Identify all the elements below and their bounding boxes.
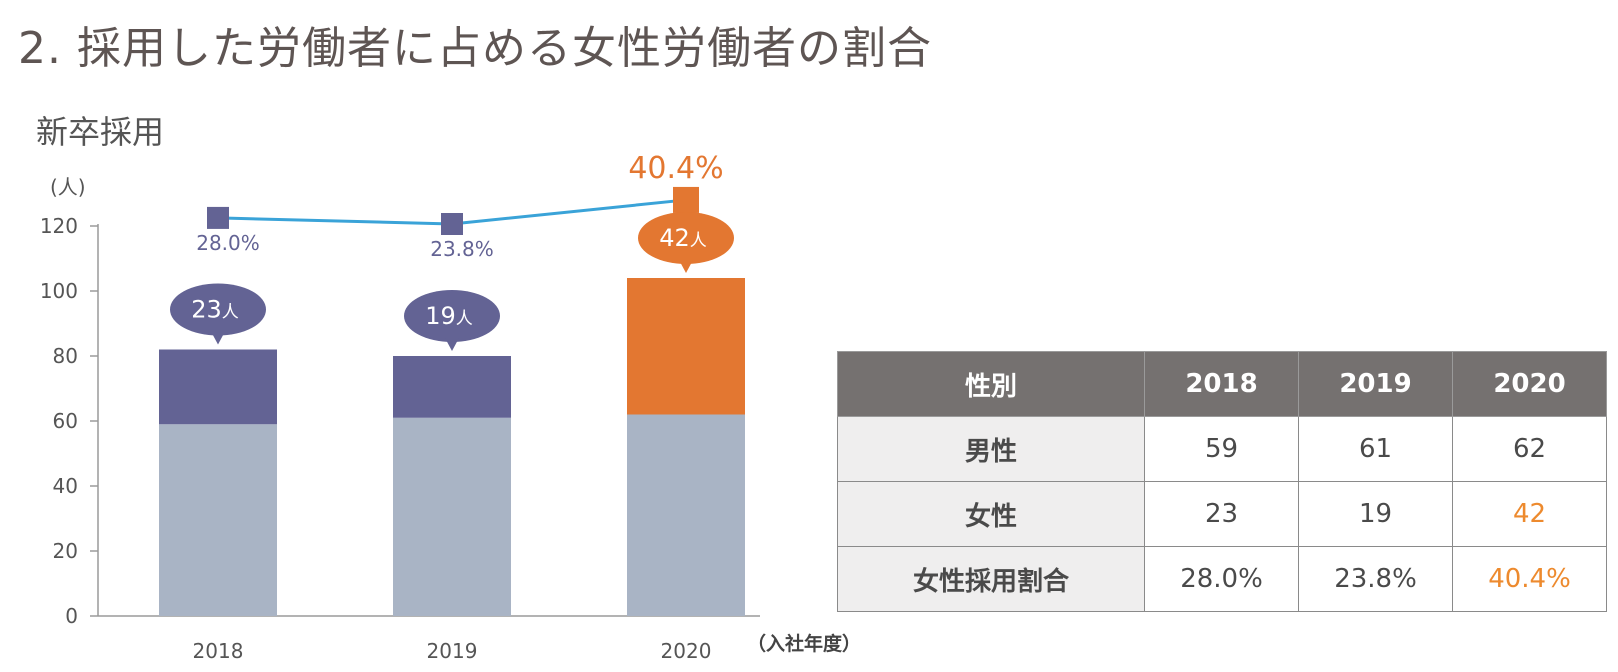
bubble-number: 19	[425, 302, 456, 330]
table-cell: 19	[1298, 481, 1453, 547]
bar-male	[159, 424, 277, 616]
data-table: 性別 2018 2019 2020 男性 59 61 62 女性 23 19 4…	[837, 351, 1607, 612]
table-cell: 23.8%	[1298, 546, 1453, 612]
header-2019: 2019	[1298, 351, 1453, 417]
bubble-label: 23人	[191, 296, 239, 324]
ratio-label: 23.8%	[430, 237, 494, 261]
y-tick-label: 100	[40, 279, 78, 303]
ratio-marker	[441, 213, 463, 235]
bubble-label: 42人	[659, 224, 707, 252]
header-2020: 2020	[1452, 351, 1607, 417]
x-tick-label: 2019	[427, 639, 478, 663]
chart-title: 新卒採用	[36, 113, 164, 151]
bubble-unit: 人	[222, 303, 239, 323]
header-gender: 性別	[837, 351, 1145, 417]
y-tick-label: 60	[53, 409, 78, 433]
table-cell-highlight: 40.4%	[1452, 546, 1607, 612]
bubble-shape	[638, 212, 734, 264]
y-tick-label: 80	[53, 344, 78, 368]
y-tick-label: 20	[53, 539, 78, 563]
bubble-number: 23	[191, 296, 222, 324]
x-axis-label: （入社年度）	[747, 632, 861, 655]
table-row-male: 男性 59 61 62	[837, 416, 1607, 482]
header-2018: 2018	[1144, 351, 1299, 417]
bubble-pointer	[679, 260, 693, 273]
ratio-marker	[207, 206, 229, 229]
table-cell: 61	[1298, 416, 1453, 482]
bubble-label: 19人	[425, 302, 473, 330]
bubble-unit: 人	[690, 231, 707, 251]
bar-male	[393, 417, 511, 616]
table-cell: 28.0%	[1144, 546, 1299, 612]
bar-female	[627, 278, 745, 415]
y-axis-label: (人)	[50, 175, 86, 199]
table-cell: 59	[1144, 416, 1299, 482]
x-tick-label: 2020	[661, 639, 712, 663]
page-title: 2. 採用した労働者に占める女性労働者の割合	[18, 23, 932, 74]
bubble-number: 42	[659, 224, 690, 252]
bubble-unit: 人	[456, 309, 473, 329]
bubble-pointer	[211, 331, 225, 345]
speech-bubble: 42人	[638, 212, 734, 273]
x-tick-label: 2018	[193, 639, 244, 663]
row-label: 男性	[837, 416, 1145, 482]
bar-female	[393, 356, 511, 418]
bubble-pointer	[445, 338, 459, 351]
speech-bubble: 23人	[170, 283, 266, 345]
bar-female	[159, 349, 277, 425]
y-tick-label: 40	[53, 474, 78, 498]
y-tick-label: 120	[40, 214, 78, 238]
row-label: 女性	[837, 481, 1145, 547]
table-cell-highlight: 42	[1452, 481, 1607, 547]
ratio-label: 28.0%	[196, 231, 260, 255]
ratio-marker	[673, 186, 699, 213]
ratio-label: 40.4%	[628, 151, 723, 186]
speech-bubble: 19人	[404, 290, 500, 351]
table-row-female-ratio: 女性採用割合 28.0% 23.8% 40.4%	[837, 546, 1607, 612]
bubble-shape	[404, 290, 500, 342]
table-cell: 23	[1144, 481, 1299, 547]
row-label: 女性採用割合	[837, 546, 1145, 612]
bar-male	[627, 414, 745, 616]
y-tick-label: 0	[65, 604, 78, 628]
bubble-shape	[170, 283, 266, 336]
table-cell: 62	[1452, 416, 1607, 482]
table-row-female: 女性 23 19 42	[837, 481, 1607, 547]
table-header-row: 性別 2018 2019 2020	[837, 351, 1607, 417]
